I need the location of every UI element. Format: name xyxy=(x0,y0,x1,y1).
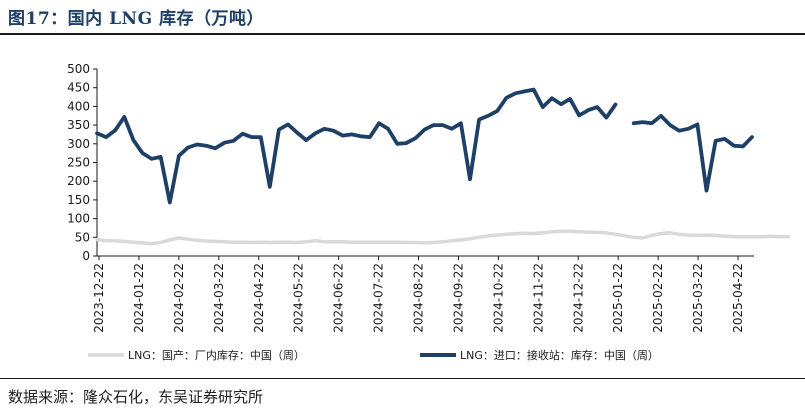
data-source: 数据来源：隆众石化，东吴证券研究所 xyxy=(8,388,264,406)
y-tick-label: 100 xyxy=(67,212,90,226)
y-tick-label: 250 xyxy=(67,156,90,170)
y-tick-label: 0 xyxy=(82,249,90,263)
series-line-import-terminal-inventory xyxy=(95,87,618,205)
bottom-rule xyxy=(0,378,805,379)
y-tick-label: 400 xyxy=(67,99,90,113)
legend-label-import: LNG：进口：接收站：库存：中国（周） xyxy=(460,348,659,362)
y-tick-label: 300 xyxy=(67,137,90,151)
x-tick-label: 2024-07-22 xyxy=(372,263,386,333)
legend-label-domestic: LNG：国产：厂内库存：中国（周） xyxy=(128,348,305,362)
series-line-import-terminal-inventory xyxy=(631,113,754,193)
x-tick-label: 2023-12-22 xyxy=(92,263,106,333)
x-tick-label: 2024-11-22 xyxy=(531,263,545,333)
chart-legend: LNG：国产：厂内库存：中国（周） LNG：进口：接收站：库存：中国（周） xyxy=(88,348,659,362)
x-tick-label: 2024-05-22 xyxy=(292,263,306,333)
x-tick-label: 2024-10-22 xyxy=(491,263,505,333)
y-tick-label: 50 xyxy=(75,230,90,244)
x-tick-label: 2024-03-22 xyxy=(212,263,226,333)
y-tick-label: 500 xyxy=(67,62,90,76)
y-tick-label: 350 xyxy=(67,118,90,132)
line-chart: 0 50 100 150 200 250 300 350 400 450 500 2023-12-22… xyxy=(67,62,791,362)
x-tick-label: 2024-06-22 xyxy=(332,263,346,333)
x-tick-label: 2024-09-22 xyxy=(451,263,465,333)
y-tick-label: 150 xyxy=(67,193,90,207)
x-tick-label: 2024-08-22 xyxy=(412,263,426,333)
x-tick-label: 2024-02-22 xyxy=(172,263,186,333)
x-tick-label: 2025-01-22 xyxy=(611,263,625,333)
chart-series xyxy=(95,87,791,246)
series-line-domestic-plant-inventory xyxy=(95,229,791,246)
x-tick-label: 2025-02-22 xyxy=(651,263,665,333)
y-tick-label: 200 xyxy=(67,174,90,188)
x-tick-label: 2024-12-22 xyxy=(571,263,585,333)
x-tick-label: 2025-03-22 xyxy=(691,263,705,333)
y-tick-label: 450 xyxy=(67,81,90,95)
chart-title: 图17：国内 LNG 库存（万吨） xyxy=(8,9,265,29)
x-tick-label: 2024-04-22 xyxy=(252,263,266,333)
x-tick-label: 2025-04-22 xyxy=(731,263,745,333)
chart-axes: 0 50 100 150 200 250 300 350 400 450 500 2023-12-22… xyxy=(67,62,754,333)
x-tick-label: 2024-01-22 xyxy=(132,263,146,333)
top-rule xyxy=(0,33,805,35)
